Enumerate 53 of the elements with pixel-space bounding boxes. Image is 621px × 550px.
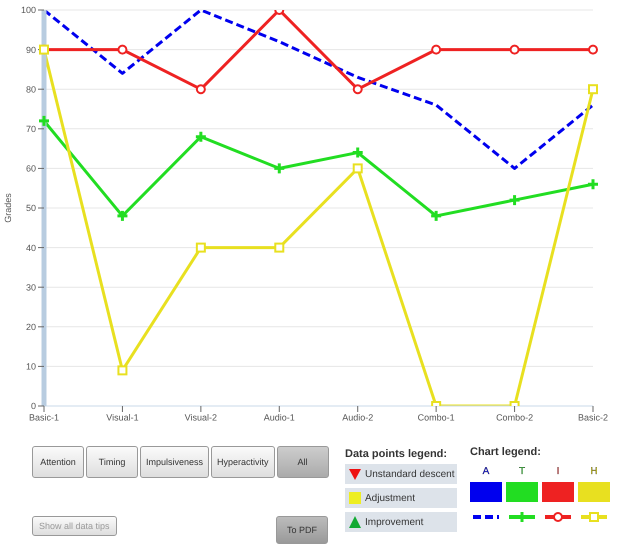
y-axis-title: Grades bbox=[3, 192, 14, 223]
x-tick-label: Visual-1 bbox=[106, 412, 139, 422]
point bbox=[352, 163, 363, 174]
x-tick-label: Combo-2 bbox=[496, 412, 534, 422]
y-tick-label: 90 bbox=[26, 44, 36, 55]
point bbox=[352, 84, 363, 94]
point bbox=[274, 242, 284, 253]
text: Improvement bbox=[365, 516, 424, 528]
y-tick-label: 80 bbox=[26, 84, 36, 94]
y-tick-label: 40 bbox=[26, 242, 36, 253]
point bbox=[272, 162, 286, 175]
point bbox=[117, 365, 128, 376]
text: A bbox=[482, 466, 490, 477]
text: Attention bbox=[32, 446, 84, 478]
text: Show all data tips bbox=[32, 516, 117, 536]
point bbox=[431, 44, 442, 55]
point bbox=[194, 130, 208, 144]
y-tick-label: 60 bbox=[26, 164, 36, 174]
y-tick-label: 10 bbox=[26, 362, 36, 372]
point bbox=[588, 84, 598, 94]
legend-title: Chart legend: bbox=[470, 446, 542, 458]
y-tick-label: 100 bbox=[20, 5, 36, 16]
x-tick-label: Audio-2 bbox=[342, 412, 374, 422]
point bbox=[351, 146, 364, 160]
y-tick-label: 20 bbox=[26, 322, 36, 332]
text: Impulsiveness bbox=[140, 446, 210, 478]
x-tick-label: Basic-1 bbox=[28, 412, 60, 422]
point bbox=[510, 44, 520, 55]
y-tick-label: 50 bbox=[26, 203, 36, 214]
text: Timing bbox=[86, 446, 138, 478]
text: To PDF bbox=[276, 516, 328, 544]
point bbox=[116, 209, 129, 222]
y-tick-label: 0 bbox=[30, 401, 36, 412]
text: Hyperactivity bbox=[211, 446, 275, 478]
x-tick-label: Basic-2 bbox=[578, 412, 608, 422]
text: All bbox=[276, 446, 329, 478]
point bbox=[196, 242, 206, 253]
point bbox=[588, 44, 598, 55]
text: I bbox=[556, 466, 560, 477]
point bbox=[196, 84, 206, 94]
text: H bbox=[590, 466, 598, 477]
text: Data points legend: bbox=[345, 448, 448, 460]
text: T bbox=[518, 466, 526, 477]
text: Adjustment bbox=[365, 492, 416, 504]
point bbox=[430, 209, 443, 222]
x-tick-label: Visual-2 bbox=[184, 412, 218, 422]
y-tick-label: 30 bbox=[26, 282, 36, 292]
point bbox=[508, 194, 522, 207]
x-tick-label: Audio-1 bbox=[264, 412, 295, 422]
text: Unstandard descent bbox=[365, 468, 455, 480]
y-tick-label: 70 bbox=[26, 124, 36, 134]
x-tick-label: Combo-1 bbox=[418, 412, 455, 422]
point bbox=[117, 44, 128, 55]
